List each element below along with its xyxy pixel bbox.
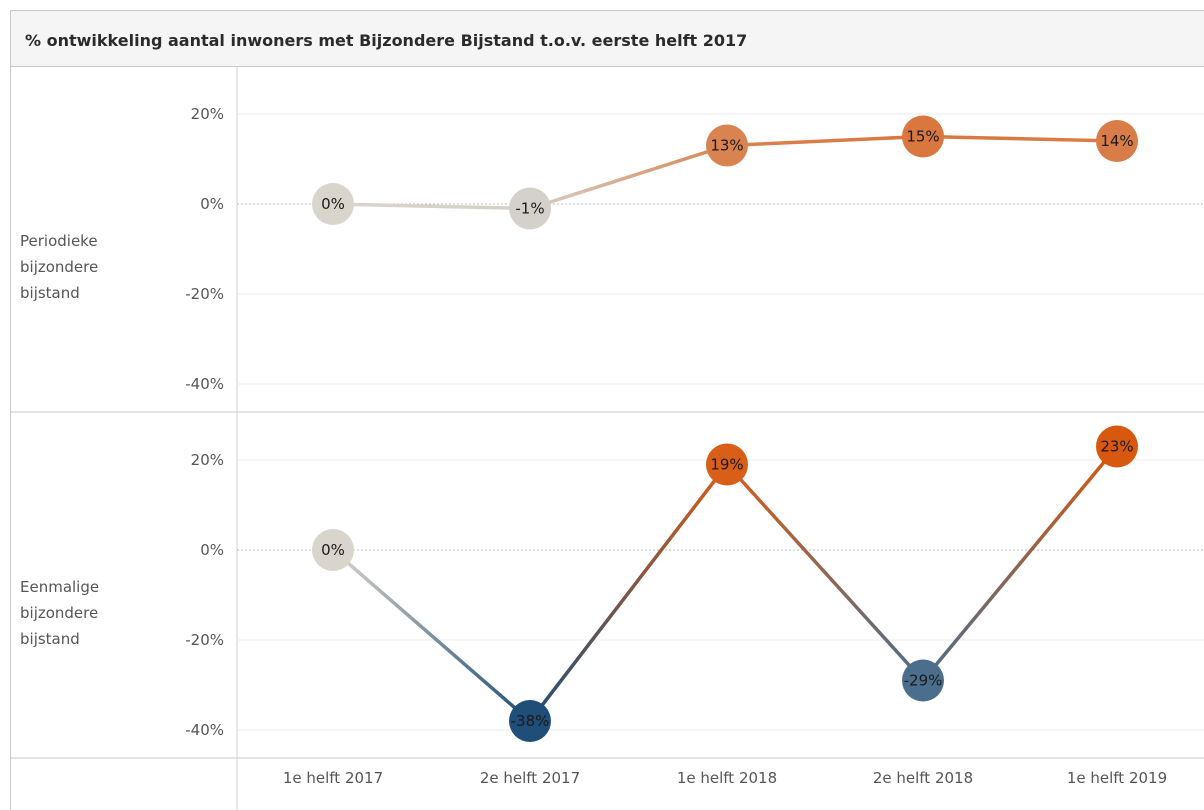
panel-label: bijzondere — [20, 258, 98, 276]
y-tick-label: -40% — [185, 721, 224, 739]
data-point — [509, 187, 551, 230]
data-label: 23% — [1100, 438, 1133, 456]
chart-frame — [10, 10, 1204, 810]
data-point — [312, 183, 354, 225]
data-label: -29% — [904, 672, 943, 690]
data-point — [902, 115, 944, 158]
x-tick-label: 1e helft 2019 — [1067, 769, 1167, 787]
chart-title: % ontwikkeling aantal inwoners met Bijzo… — [25, 31, 748, 50]
y-tick-label: -20% — [185, 631, 224, 649]
data-label: -38% — [511, 712, 550, 730]
y-tick-label: 20% — [191, 451, 224, 469]
x-tick-label: 2e helft 2017 — [480, 769, 580, 787]
y-tick-label: 0% — [200, 541, 224, 559]
data-label: 13% — [710, 137, 743, 155]
series-line-segment — [725, 462, 925, 683]
title-bar: % ontwikkeling aantal inwoners met Bijzo… — [11, 11, 1204, 67]
data-point — [312, 529, 354, 571]
series-line-segment — [528, 462, 729, 723]
x-tick-label: 2e helft 2018 — [873, 769, 973, 787]
data-point — [902, 659, 944, 702]
panel-label: bijstand — [20, 284, 80, 302]
data-label: -1% — [515, 200, 544, 218]
series-line-segment — [921, 134, 1119, 143]
panel-label: bijstand — [20, 630, 80, 648]
series-line-segment — [331, 548, 532, 723]
y-tick-label: -20% — [185, 285, 224, 303]
data-label: 0% — [321, 195, 345, 213]
series-line-segment — [528, 143, 729, 211]
data-label: 19% — [710, 456, 743, 474]
y-tick-label: -40% — [185, 375, 224, 393]
series-line-segment — [921, 444, 1119, 683]
series-line-segment — [331, 202, 532, 211]
panel-label: Eenmalige — [20, 578, 99, 596]
data-label: 14% — [1100, 132, 1133, 150]
data-label: 0% — [321, 541, 345, 559]
data-point — [1096, 120, 1138, 162]
data-point — [509, 700, 551, 742]
panel-label: bijzondere — [20, 604, 98, 622]
data-point — [706, 124, 748, 167]
x-tick-label: 1e helft 2018 — [677, 769, 777, 787]
y-tick-label: 0% — [200, 195, 224, 213]
y-tick-label: 20% — [191, 105, 224, 123]
data-point — [1096, 425, 1138, 468]
series-line-segment — [725, 134, 925, 148]
data-point — [706, 443, 748, 486]
data-label: 15% — [906, 128, 939, 146]
panel-label: Periodieke — [20, 232, 98, 250]
x-tick-label: 1e helft 2017 — [283, 769, 383, 787]
